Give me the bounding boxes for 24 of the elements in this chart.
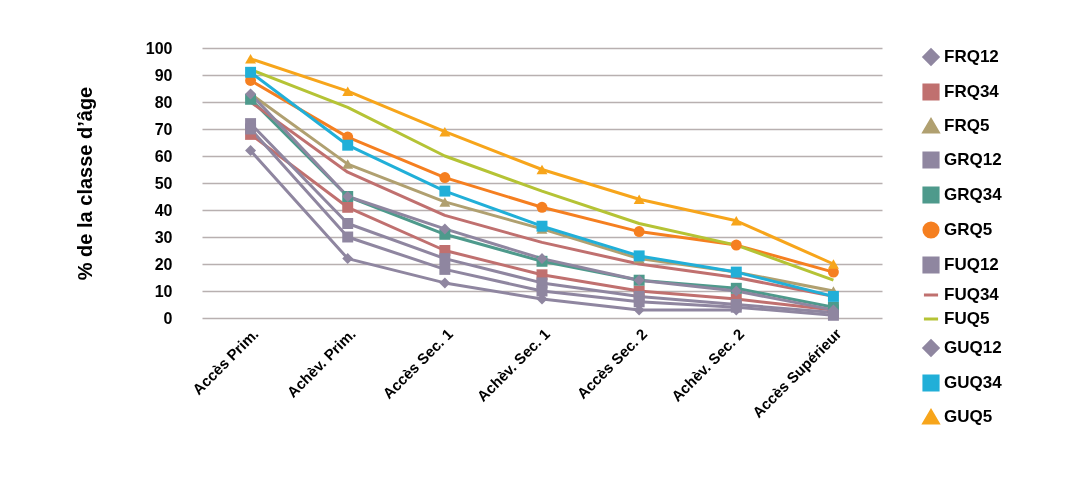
y-tick-label: 10 [154,282,173,300]
y-tick-label: 60 [154,147,173,165]
legend-label: FUQ5 [944,309,990,328]
y-tick-label: 30 [154,228,173,246]
legend-label: FRQ12 [944,47,999,66]
y-tick-label: 80 [154,93,173,111]
legend-label: GRQ12 [944,150,1002,169]
legend-label: GRQ5 [944,220,993,239]
y-tick-label: 20 [154,255,173,273]
y-axis-title: % de la classe d’âge [73,86,96,281]
legend-label: FRQ5 [944,116,990,135]
y-tick-label: 40 [154,201,173,219]
legend-label: GUQ12 [944,338,1002,357]
y-tick-label: 90 [154,66,173,84]
y-tick-label: 0 [163,309,173,327]
legend-label: FUQ34 [944,285,1000,304]
legend-label: FRQ34 [944,82,1000,101]
legend-label: GRQ34 [944,185,1003,204]
y-tick-label: 50 [154,174,173,192]
legend-label: GUQ5 [944,407,993,426]
y-tick-label: 100 [145,39,173,57]
legend-label: GUQ34 [944,373,1003,392]
legend-label: FUQ12 [944,255,999,274]
y-tick-label: 70 [154,120,173,138]
